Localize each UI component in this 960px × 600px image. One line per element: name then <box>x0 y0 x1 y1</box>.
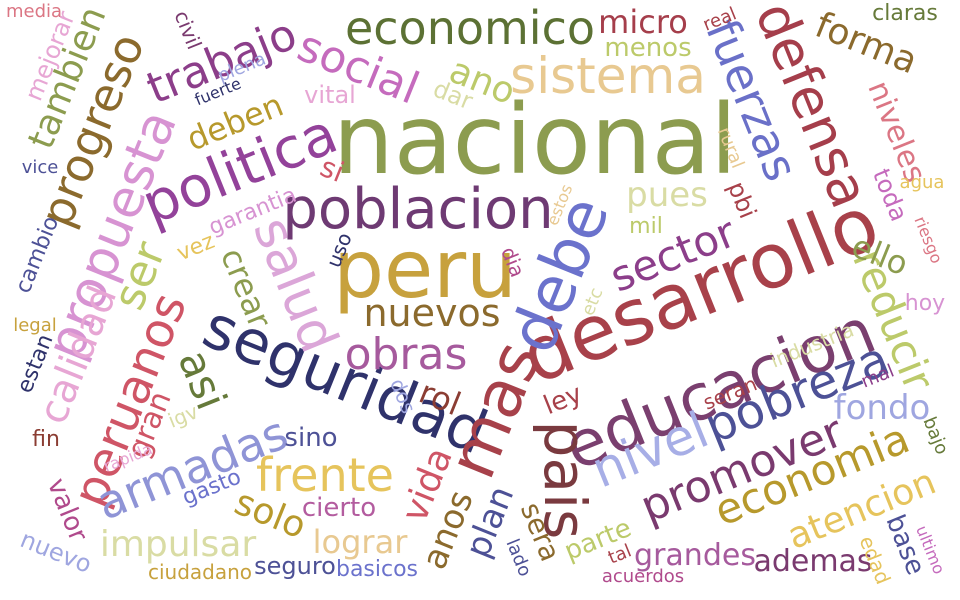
word-nacional: nacional <box>332 84 738 196</box>
word-fondo: fondo <box>833 388 931 428</box>
word-media: media <box>5 1 63 22</box>
word-tal: tal <box>605 540 635 569</box>
word-riesgo: riesgo <box>910 213 947 267</box>
word-cierto: cierto <box>301 493 377 523</box>
word-agua: agua <box>899 172 945 193</box>
word-impulsar: impulsar <box>99 524 257 565</box>
word-sistema: sistema <box>510 47 706 105</box>
word-pbi: pbi <box>722 177 762 223</box>
word-legal: legal <box>13 315 57 336</box>
word-claras: claras <box>872 1 938 26</box>
word-vital: vital <box>304 81 356 109</box>
word-menos: menos <box>604 33 692 63</box>
word-pues: pues <box>626 175 708 215</box>
word-obras: obras <box>344 329 468 380</box>
word-basicos: basicos <box>335 557 419 582</box>
word-ciudadano: ciudadano <box>147 560 253 584</box>
word-hoy: hoy <box>904 291 946 316</box>
word-vice: vice <box>21 157 59 178</box>
word-economico: economico <box>344 1 596 55</box>
word-cambio: cambio <box>10 212 65 297</box>
word-lograr: lograr <box>312 523 408 561</box>
word-fin: fin <box>32 427 60 452</box>
word-ademas: ademas <box>753 544 873 579</box>
word-micro: micro <box>598 3 688 41</box>
word-mil: mil <box>629 214 663 239</box>
word-seguro: seguro <box>254 552 336 580</box>
word-nuevos: nuevos <box>363 291 501 335</box>
word-vez: vez <box>173 228 219 267</box>
word-sino: sino <box>284 423 338 453</box>
word-grandes: grandes <box>634 538 756 573</box>
word-civil: civil <box>169 7 207 53</box>
word-poblacion: poblacion <box>282 177 554 242</box>
word-peru: peru <box>333 223 517 316</box>
word-bajo: bajo <box>918 414 953 458</box>
word-acuerdos: acuerdos <box>601 566 685 587</box>
word-frente: frente <box>256 448 394 502</box>
